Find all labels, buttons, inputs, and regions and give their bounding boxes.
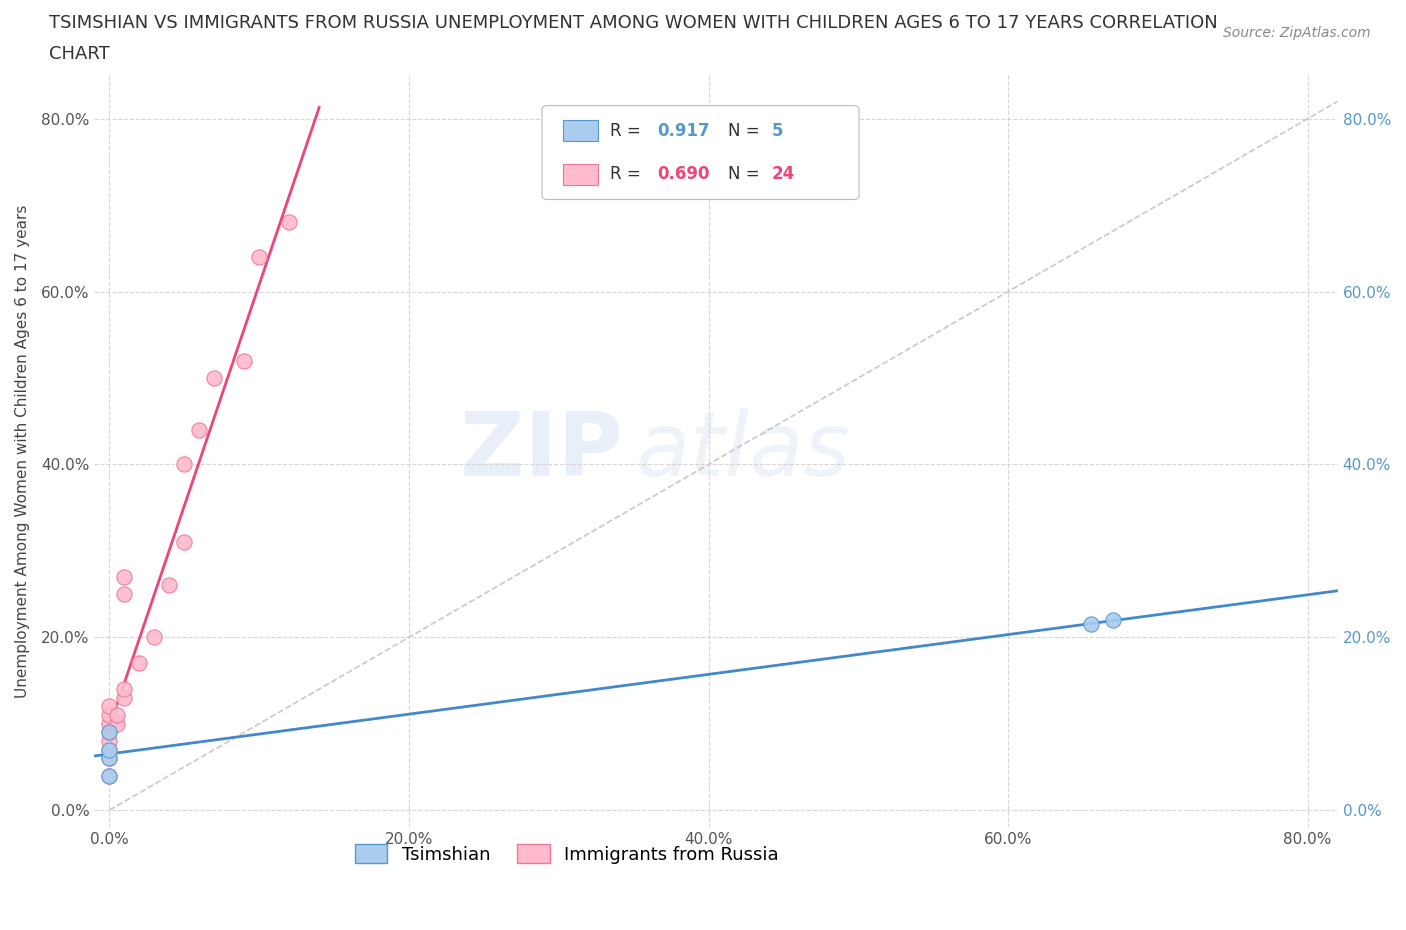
Point: [98, 768, 121, 783]
FancyBboxPatch shape: [564, 164, 598, 185]
Point: [105, 708, 128, 723]
Point: [98, 768, 121, 783]
Text: atlas: atlas: [636, 408, 851, 495]
Point: [278, 215, 301, 230]
Point: [143, 630, 166, 644]
Point: [112, 587, 135, 602]
Point: [202, 370, 225, 385]
Point: [247, 249, 270, 264]
Text: Source: ZipAtlas.com: Source: ZipAtlas.com: [1223, 26, 1371, 40]
Point: [98, 751, 121, 765]
Text: 5: 5: [772, 122, 783, 140]
Point: [188, 422, 211, 437]
Text: CHART: CHART: [49, 45, 110, 62]
Point: [98, 699, 121, 714]
Text: TSIMSHIAN VS IMMIGRANTS FROM RUSSIA UNEMPLOYMENT AMONG WOMEN WITH CHILDREN AGES : TSIMSHIAN VS IMMIGRANTS FROM RUSSIA UNEM…: [49, 14, 1218, 32]
Point: [105, 716, 128, 731]
Y-axis label: Unemployment Among Women with Children Ages 6 to 17 years: Unemployment Among Women with Children A…: [15, 205, 30, 698]
Legend: Tsimshian, Immigrants from Russia: Tsimshian, Immigrants from Russia: [347, 837, 786, 871]
FancyBboxPatch shape: [564, 120, 598, 141]
Text: 24: 24: [772, 166, 796, 183]
Point: [98, 716, 121, 731]
Text: N =: N =: [728, 122, 765, 140]
Point: [98, 742, 121, 757]
Point: [157, 578, 180, 592]
Point: [98, 708, 121, 723]
Point: [233, 353, 256, 368]
Point: [98, 724, 121, 739]
Text: N =: N =: [728, 166, 765, 183]
Point: [98, 751, 121, 765]
FancyBboxPatch shape: [541, 105, 859, 200]
Text: R =: R =: [610, 166, 647, 183]
Point: [98, 742, 121, 757]
Point: [173, 457, 195, 472]
Point: [112, 569, 135, 584]
Text: 0.917: 0.917: [658, 122, 710, 140]
Point: [112, 690, 135, 705]
Point: [1102, 613, 1125, 628]
Point: [98, 724, 121, 739]
Point: [112, 682, 135, 697]
Text: 0.690: 0.690: [658, 166, 710, 183]
Point: [128, 656, 150, 671]
Point: [98, 734, 121, 749]
Point: [1080, 617, 1102, 631]
Text: R =: R =: [610, 122, 647, 140]
Point: [173, 535, 195, 550]
Text: ZIP: ZIP: [460, 408, 623, 495]
